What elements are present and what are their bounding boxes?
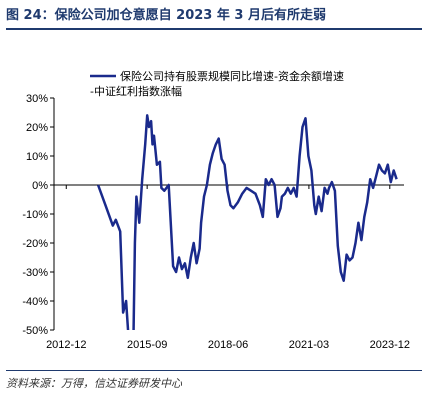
legend-entry-2: -中证红利指数涨幅 xyxy=(90,84,182,98)
series-layer xyxy=(96,114,398,330)
y-tick-label: -30% xyxy=(22,267,48,279)
figure-title: 图 24：保险公司加仓意愿自 2023 年 3 月后有所走弱 xyxy=(6,4,422,30)
x-axis: 2012-12 2015-09 2018-06 2021-03 2023-12 xyxy=(46,184,410,351)
y-tick-label: -10% xyxy=(22,209,48,221)
y-tick-label: -50% xyxy=(22,325,48,337)
x-tick-label: 2015-09 xyxy=(127,339,167,351)
legend-entry-1: 保险公司持有股票规模同比增速-资金余额增速 xyxy=(120,69,344,83)
x-tick-label: 2023-12 xyxy=(370,339,410,351)
y-axis: 30% 20% 10% 0% -10% -20% -30% -40% -50% xyxy=(22,93,55,337)
y-tick-label: -20% xyxy=(22,238,48,250)
y-tick-label: 30% xyxy=(26,93,48,105)
y-tick-label: 10% xyxy=(26,151,48,163)
x-tick-label: 2012-12 xyxy=(46,339,86,351)
series-line-1 xyxy=(96,114,398,330)
y-tick-label: 20% xyxy=(26,122,48,134)
figure-source: 资料来源：万得，信达证券研发中心 xyxy=(6,370,422,398)
legend: 保险公司持有股票规模同比增速-资金余额增速 -中证红利指数涨幅 xyxy=(90,69,344,98)
line-chart: 30%20%10%0%-10%-20%-30%-40%-50% 2012-12 2… xyxy=(22,69,410,351)
x-tick-label: 2018-06 xyxy=(208,339,248,351)
y-tick-label: -40% xyxy=(22,296,48,308)
y-tick-label: 0% xyxy=(32,180,48,192)
x-tick-label: 2021-03 xyxy=(289,339,329,351)
